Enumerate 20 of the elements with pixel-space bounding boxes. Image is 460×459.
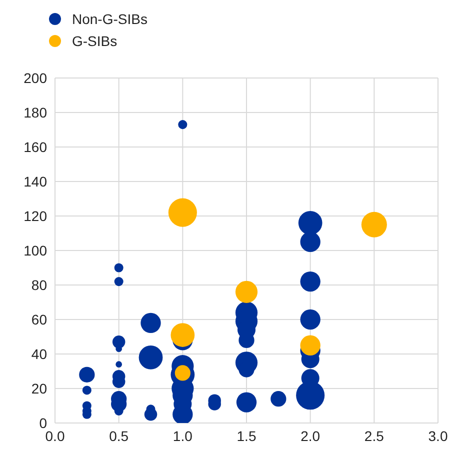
x-tick-label: 0.5: [109, 428, 129, 444]
y-tick-label: 200: [24, 70, 48, 86]
y-tick-label: 20: [31, 380, 48, 396]
y-tick-label: 140: [24, 173, 48, 190]
x-tick-label: 3.0: [428, 428, 448, 444]
y-tick-label: 120: [24, 208, 48, 224]
x-tick-label: 2.0: [300, 428, 320, 444]
x-tick-label: 1.0: [172, 428, 193, 444]
x-tick-label: 0.0: [45, 428, 65, 444]
y-tick-label: 100: [24, 242, 48, 258]
y-tick-label: 40: [31, 346, 48, 362]
y-tick-label: 80: [31, 276, 48, 293]
y-tick-label: 180: [24, 104, 48, 120]
x-tick-label: 2.5: [364, 428, 384, 444]
legend-label: Non-G-SIBs: [72, 10, 148, 29]
y-tick-label: 60: [31, 311, 48, 328]
y-tick-label: 0: [39, 414, 48, 431]
y-tick-label: 160: [24, 138, 48, 155]
x-tick-label: 1.5: [236, 428, 256, 444]
legend-label: G-SIBs: [72, 32, 118, 51]
